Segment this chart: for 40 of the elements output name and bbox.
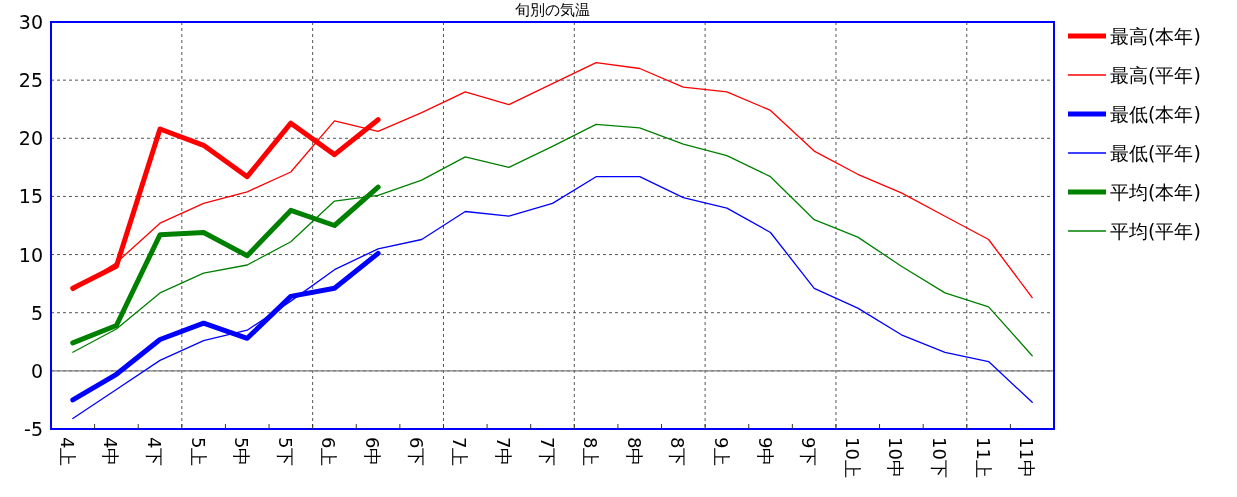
x-tick-label: 4中 [100, 437, 122, 467]
x-tick-label: 9中 [754, 437, 776, 467]
y-tick-label: 30 [18, 11, 43, 33]
y-tick-label: 15 [18, 185, 43, 208]
x-tick-label: 4上 [56, 437, 78, 467]
x-tick-label: 6中 [362, 437, 384, 467]
line-series [72, 176, 1033, 420]
legend-label: 平均(平年) [1110, 220, 1201, 242]
x-tick-label: 10下 [928, 437, 950, 478]
x-tick-label: 5中 [231, 437, 253, 467]
legend-label: 最低(本年) [1110, 103, 1201, 125]
x-tick-label: 7中 [492, 437, 514, 467]
legend-label: 最低(平年) [1110, 142, 1201, 164]
y-tick-label: 5 [30, 301, 43, 324]
legend-label: 平均(本年) [1110, 181, 1201, 203]
y-tick-label: 10 [18, 243, 43, 266]
x-tick-label: 5上 [187, 437, 209, 467]
x-tick-label: 10上 [841, 437, 863, 478]
legend-label: 最高(平年) [1110, 64, 1201, 86]
x-tick-label: 8下 [667, 437, 689, 467]
chart-title: 旬別の気温 [515, 1, 590, 19]
x-tick-label: 5下 [274, 437, 296, 467]
x-tick-label: 11中 [1016, 437, 1038, 478]
y-tick-label: 25 [18, 69, 43, 92]
x-tick-label: 4下 [144, 437, 166, 467]
x-tick-label: 7上 [449, 437, 471, 467]
x-tick-label: 11上 [972, 437, 994, 478]
x-tick-label: 6上 [318, 437, 340, 467]
x-tick-label: 9下 [798, 437, 820, 467]
x-tick-label: 8中 [623, 437, 645, 467]
line-series [72, 123, 1033, 357]
legend-label: 最高(本年) [1110, 25, 1201, 47]
x-tick-label: 6下 [405, 437, 427, 467]
y-tick-label: -5 [24, 418, 43, 440]
y-tick-label: 20 [18, 127, 43, 150]
x-tick-label: 8上 [580, 437, 602, 467]
x-tick-label: 10中 [885, 437, 907, 478]
x-tick-label: 7下 [536, 437, 558, 467]
y-tick-label: 0 [30, 359, 43, 382]
x-tick-label: 9上 [710, 437, 732, 467]
